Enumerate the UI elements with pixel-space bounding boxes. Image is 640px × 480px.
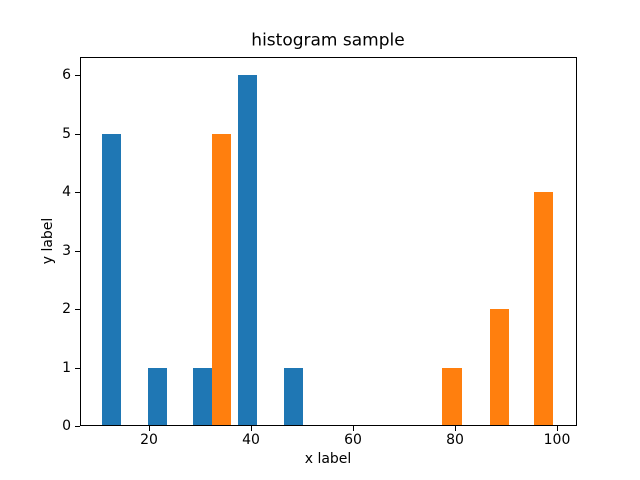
x-tick-mark xyxy=(455,426,456,431)
y-tick-mark xyxy=(75,192,80,194)
x-tick-label: 40 xyxy=(242,432,260,448)
chart-title: histogram sample xyxy=(251,30,405,51)
x-tick-mark xyxy=(251,426,252,431)
x-tick-label: 60 xyxy=(344,432,362,448)
y-tick-mark xyxy=(75,75,80,77)
histogram-bar-dataset-1 xyxy=(147,367,167,425)
x-tick-mark xyxy=(149,426,150,431)
histogram-bar-dataset-2 xyxy=(212,133,231,425)
histogram-bar-dataset-2 xyxy=(489,309,509,425)
y-tick-label: 5 xyxy=(62,125,71,142)
y-tick-mark xyxy=(75,367,80,369)
y-tick-label: 2 xyxy=(62,301,71,317)
y-tick-mark xyxy=(75,426,80,427)
histogram-bar-dataset-2 xyxy=(442,367,462,425)
y-tick-mark xyxy=(75,250,80,252)
x-tick-label: 20 xyxy=(140,432,158,448)
x-tick-mark xyxy=(353,426,354,431)
histogram-bar-dataset-1 xyxy=(284,367,303,425)
histogram-bar-dataset-2 xyxy=(534,192,554,425)
y-tick-label: 6 xyxy=(62,67,71,84)
x-axis-label: x label xyxy=(304,451,352,467)
y-axis-label: y label xyxy=(40,217,56,265)
y-tick-label: 3 xyxy=(62,242,71,259)
y-tick-label: 1 xyxy=(62,359,71,376)
y-tick-mark xyxy=(75,309,80,310)
y-tick-label: 0 xyxy=(62,418,71,434)
y-tick-mark xyxy=(75,133,80,135)
plot-area xyxy=(80,57,577,426)
histogram-bar-dataset-1 xyxy=(238,75,258,425)
histogram-bar-dataset-1 xyxy=(193,367,213,425)
x-tick-label: 100 xyxy=(543,432,571,448)
histogram-bar-dataset-1 xyxy=(101,133,121,425)
x-tick-label: 80 xyxy=(446,432,464,448)
x-tick-mark xyxy=(557,426,558,431)
y-tick-label: 4 xyxy=(62,184,71,201)
